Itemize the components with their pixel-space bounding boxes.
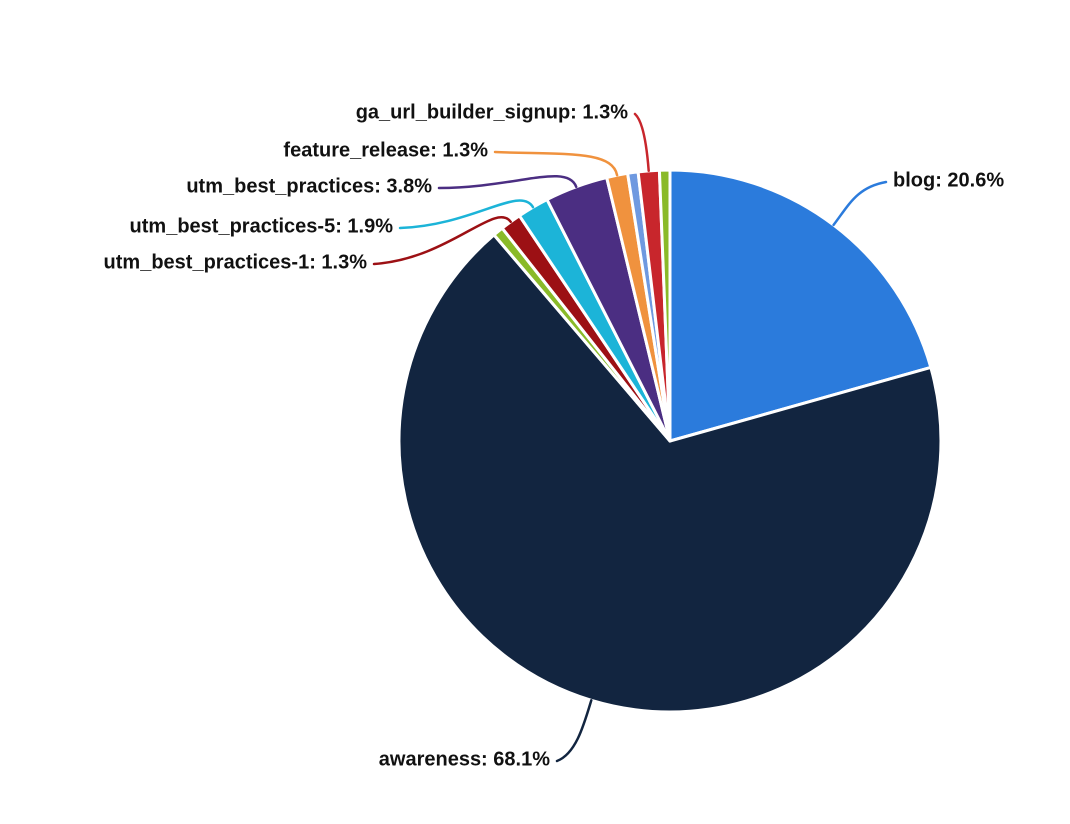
leader-line-utm_best_practices [437, 175, 578, 190]
leader-line-utm_best_practices-5 [398, 199, 535, 230]
leader-line-ga_url_builder_signup [633, 112, 650, 173]
label-ga-url-builder-signup: ga_url_builder_signup: 1.3% [355, 101, 628, 124]
leader-line-awareness [555, 699, 593, 763]
label-utm-best-practices-5: utm_best_practices-5: 1.9% [129, 215, 393, 238]
label-utm-best-practices-1: utm_best_practices-1: 1.3% [103, 251, 367, 274]
leader-line-feature_release [493, 150, 619, 177]
leader-line-utm_best_practices-1 [372, 215, 512, 266]
pie-slice-unlabeled-9[interactable] [657, 168, 672, 443]
label-blog: blog: 20.6% [893, 169, 1005, 192]
leader-line-blog [832, 180, 888, 227]
label-feature-release: feature_release: 1.3% [283, 139, 488, 162]
label-awareness: awareness: 68.1% [378, 748, 550, 771]
label-utm-best-practices: utm_best_practices: 3.8% [186, 175, 432, 198]
